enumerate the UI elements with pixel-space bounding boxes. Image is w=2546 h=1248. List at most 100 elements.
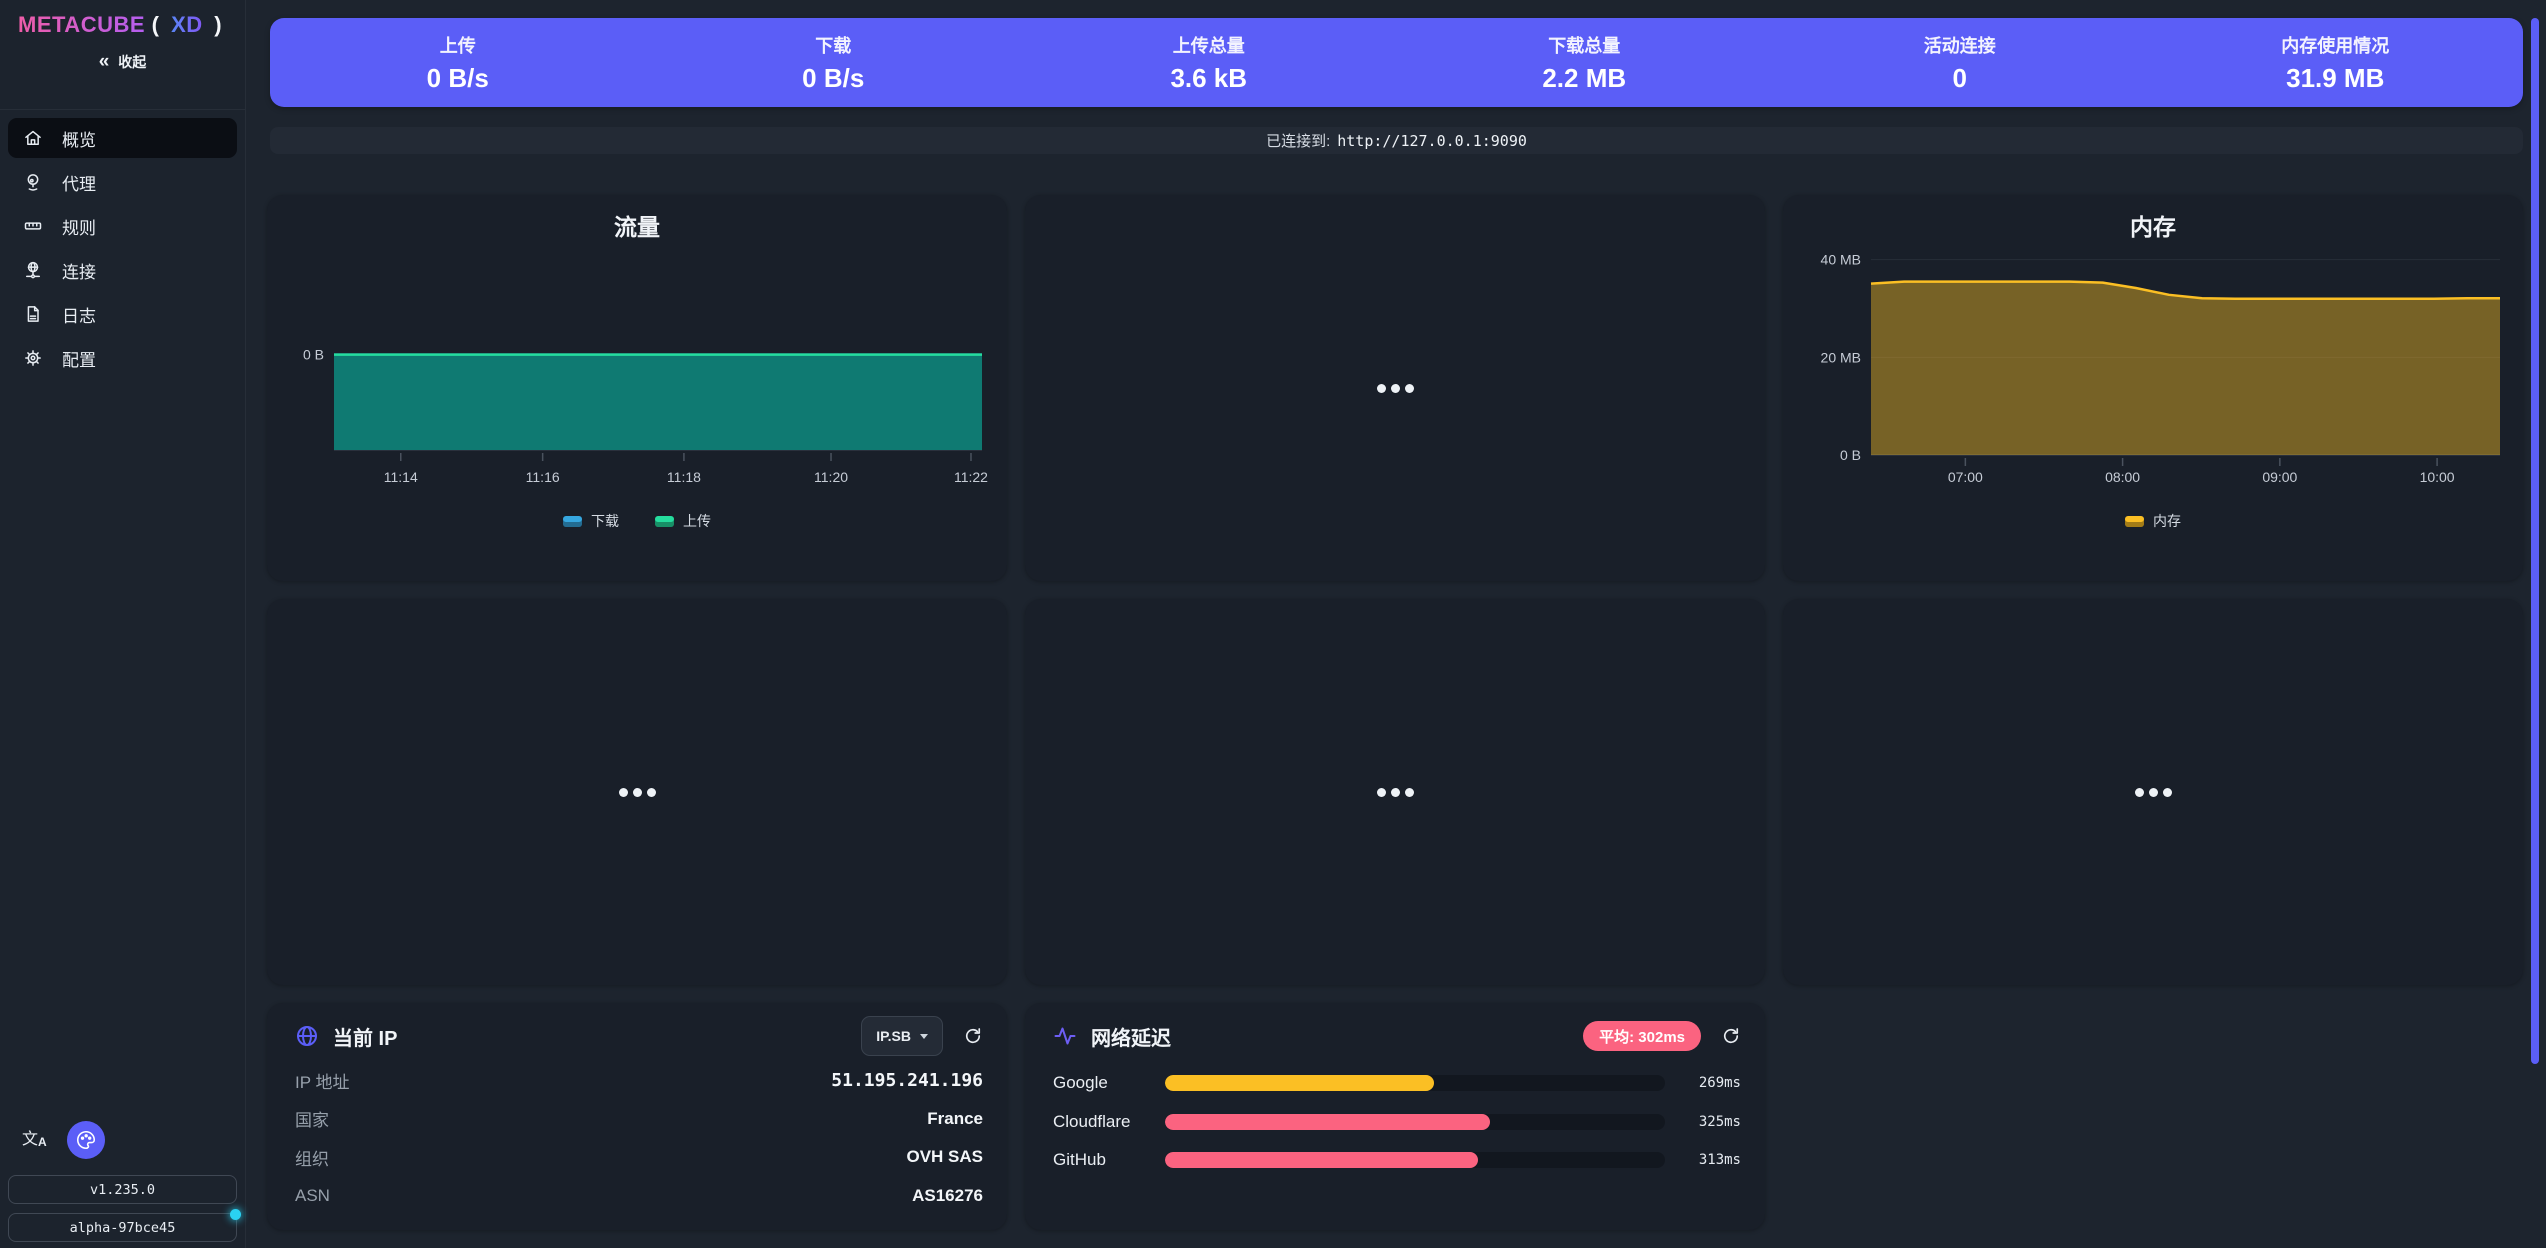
latency-target-name: Cloudflare [1053,1111,1131,1131]
refresh-latency-button[interactable] [1721,1026,1741,1046]
svg-text:20 MB: 20 MB [1821,349,1861,365]
sidebar-item-label: 规则 [62,218,96,238]
svg-text:11:22: 11:22 [954,469,988,485]
chart-title: 流量 [614,214,660,240]
ip-row-label: ASN [295,1185,330,1205]
latency-bar-fill [1165,1113,1490,1130]
memory-area-chart: 40 MB 20 MB 0 B 07:00 08:00 09:00 10:00 [1821,252,2500,485]
sidebar-collapse-button[interactable]: « 收起 [99,52,147,72]
traffic-area-chart: 0 B 11:14 11:16 11:18 11:20 11:22 [303,347,988,485]
svg-text:40 MB: 40 MB [1821,252,1861,268]
average-latency-badge: 平均: 302ms [1583,1021,1701,1051]
sidebar-item-rules[interactable]: 规则 [8,206,237,246]
proxy-globe-icon [27,174,39,191]
globe-icon [295,1024,319,1048]
refresh-icon [1723,1028,1739,1044]
gear-icon [25,350,41,366]
legend-item-download[interactable]: 下载 [563,511,619,531]
palette-icon [76,1131,95,1150]
latency-bar-track [1165,1113,1665,1130]
svg-text:11:20: 11:20 [814,469,848,485]
latency-target-name: Google [1053,1073,1108,1093]
sidebar-item-connections[interactable]: 连接 [8,250,237,290]
sidebar: METACUBE ( XD ) « 收起 概览 代理 规则 [0,0,246,1248]
traffic-chart-card: 流量 0 B 11:14 11:16 11:18 11:20 11:22 下载 上传 [267,195,1007,581]
sidebar-item-label: 日志 [62,306,96,326]
ip-row: 组织 OVH SAS [295,1138,983,1177]
stat-label: 活动连接 [1923,35,1996,56]
ip-source-select[interactable]: IP.SB [861,1016,943,1056]
stat-label: 内存使用情况 [2281,35,2390,56]
app-version-button[interactable]: alpha-97bce45 [8,1209,241,1242]
activity-pulse-icon [1053,1024,1077,1048]
ip-row: ASN AS16276 [295,1177,983,1216]
ip-address-value: 51.195.241.196 [831,1069,983,1091]
latency-bar-track [1165,1152,1665,1169]
legend-item-memory[interactable]: 内存 [2125,511,2181,531]
legend-label: 内存 [2153,513,2181,529]
sidebar-item-label: 代理 [62,174,96,194]
sidebar-footer: 文 A v1.235.0 alpha-97bce45 [0,1121,245,1248]
sidebar-item-label: 连接 [62,262,96,282]
stat-value: 3.6 kB [1170,62,1248,93]
latency-row: Google 269ms [1053,1064,1741,1103]
latency-bar-fill [1165,1152,1478,1169]
ip-row: 国家 France [295,1100,983,1139]
stat-upload-total: 上传总量 3.6 kB [1021,32,1397,94]
loading-card [267,599,1007,985]
theme-picker-button[interactable] [66,1121,105,1159]
stat-download: 下载 0 B/s [646,32,1022,94]
refresh-ip-button[interactable] [963,1026,983,1046]
collapse-label: 收起 [118,54,147,70]
stat-memory-usage: 内存使用情况 31.9 MB [2148,32,2524,94]
stat-download-total: 下载总量 2.2 MB [1397,32,1773,94]
svg-text:0 B: 0 B [303,347,324,363]
language-switch-button[interactable]: 文 A [22,1131,47,1149]
latency-row: Cloudflare 325ms [1053,1103,1741,1142]
stat-label: 上传总量 [1172,35,1245,56]
logo-text-accent: XD [171,12,203,37]
vertical-scrollbar-thumb[interactable] [2531,18,2539,1064]
backend-url: http://127.0.0.1:9090 [1337,131,1527,150]
connection-status-label: 已连接到: [1266,133,1331,150]
ip-info-rows: IP 地址 51.195.241.196 国家 France 组织 OVH SA… [267,1055,1007,1215]
chart-legend: 内存 [1783,511,2523,531]
core-version-button[interactable]: v1.235.0 [8,1175,237,1204]
latency-bar-track [1165,1075,1665,1092]
loading-card [1025,599,1765,985]
loading-dots [1376,787,1414,797]
loading-card [1025,195,1765,581]
update-indicator-dot [230,1209,241,1220]
legend-label: 上传 [683,513,711,529]
svg-text:08:00: 08:00 [2105,469,2140,485]
sidebar-item-proxies[interactable]: 代理 [8,162,237,202]
language-icon: 文 [22,1131,39,1148]
sidebar-item-config[interactable]: 配置 [8,338,237,378]
sidebar-header: METACUBE ( XD ) « 收起 [0,0,245,110]
sidebar-item-logs[interactable]: 日志 [8,294,237,334]
loading-dots [2134,787,2172,797]
stat-label: 下载 [815,35,852,56]
chart-title: 内存 [2130,214,2176,240]
svg-text:11:16: 11:16 [526,469,560,485]
backend-connection-bar: 已连接到: http://127.0.0.1:9090 [270,127,2523,154]
latency-value: 313ms [1698,1152,1741,1169]
home-icon [25,130,41,145]
ip-row-label: IP 地址 [295,1072,350,1092]
svg-text:09:00: 09:00 [2262,469,2297,485]
legend-item-upload[interactable]: 上传 [655,511,711,531]
file-text-icon [27,306,39,322]
stat-value: 2.2 MB [1542,62,1627,93]
current-ip-card: 当前 IP IP.SB IP 地址 51.195.241.196 国家 Fran… [267,1003,1007,1230]
double-chevron-left-icon: « [98,51,110,72]
chart-legend: 下载 上传 [267,511,1007,531]
ip-row: IP 地址 51.195.241.196 [295,1061,983,1100]
sidebar-item-overview[interactable]: 概览 [8,118,237,158]
loading-dots [1376,383,1414,393]
network-globe-icon [26,261,40,279]
svg-text:10:00: 10:00 [2420,469,2455,485]
logo-paren-open: ( [151,12,160,37]
app-version-label: alpha-97bce45 [69,1219,176,1236]
country-value: France [927,1108,983,1128]
latency-row: GitHub 313ms [1053,1141,1741,1180]
